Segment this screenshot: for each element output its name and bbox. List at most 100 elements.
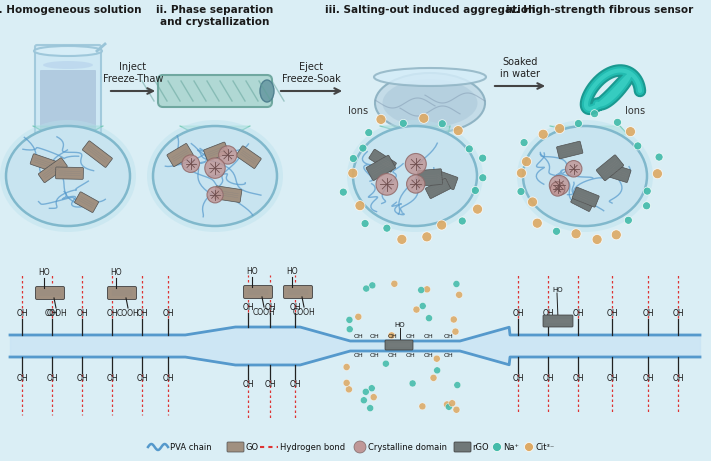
FancyBboxPatch shape xyxy=(425,178,451,199)
Ellipse shape xyxy=(34,46,102,56)
Circle shape xyxy=(453,125,463,136)
FancyBboxPatch shape xyxy=(597,155,624,181)
Text: iv. High-strength fibrous sensor: iv. High-strength fibrous sensor xyxy=(506,5,694,15)
Text: OH: OH xyxy=(137,309,148,318)
Circle shape xyxy=(520,139,528,147)
Circle shape xyxy=(343,364,350,371)
Text: OH: OH xyxy=(642,374,654,383)
FancyBboxPatch shape xyxy=(214,186,242,202)
Circle shape xyxy=(453,280,460,288)
Polygon shape xyxy=(180,126,250,135)
Text: OH: OH xyxy=(606,309,618,318)
Text: HO: HO xyxy=(552,287,563,293)
Polygon shape xyxy=(33,126,103,135)
FancyBboxPatch shape xyxy=(369,149,396,172)
FancyBboxPatch shape xyxy=(158,75,272,107)
Circle shape xyxy=(409,380,416,387)
Circle shape xyxy=(339,188,347,196)
Text: Ions: Ions xyxy=(625,106,645,116)
Circle shape xyxy=(445,403,452,410)
FancyBboxPatch shape xyxy=(38,158,68,183)
Text: HO: HO xyxy=(246,267,258,276)
Circle shape xyxy=(424,286,431,293)
Circle shape xyxy=(207,187,223,203)
Circle shape xyxy=(383,360,390,367)
Text: Soaked
in water: Soaked in water xyxy=(500,58,540,79)
Text: OH: OH xyxy=(370,334,380,339)
Text: OH: OH xyxy=(289,303,301,312)
Text: OH: OH xyxy=(264,380,276,389)
Text: OH: OH xyxy=(542,309,554,318)
FancyBboxPatch shape xyxy=(243,285,272,299)
Circle shape xyxy=(433,355,440,362)
Text: OH: OH xyxy=(572,309,584,318)
FancyBboxPatch shape xyxy=(36,286,65,300)
Circle shape xyxy=(626,127,636,136)
Circle shape xyxy=(343,379,350,386)
Text: Hydrogen bond: Hydrogen bond xyxy=(280,443,345,451)
FancyBboxPatch shape xyxy=(543,315,573,327)
Circle shape xyxy=(422,232,432,242)
Circle shape xyxy=(516,168,526,178)
Circle shape xyxy=(517,188,525,195)
FancyBboxPatch shape xyxy=(82,141,112,167)
Text: Na⁺: Na⁺ xyxy=(503,443,519,451)
Circle shape xyxy=(571,229,581,239)
Circle shape xyxy=(528,197,538,207)
Circle shape xyxy=(419,113,429,123)
FancyBboxPatch shape xyxy=(55,167,83,179)
Text: HO: HO xyxy=(287,267,298,276)
Circle shape xyxy=(450,316,457,323)
Circle shape xyxy=(346,316,353,323)
Text: OH: OH xyxy=(16,309,28,318)
Ellipse shape xyxy=(0,120,136,232)
Circle shape xyxy=(397,234,407,244)
Ellipse shape xyxy=(260,80,274,102)
Text: OH: OH xyxy=(370,353,380,358)
Text: OH: OH xyxy=(106,309,118,318)
Text: OH: OH xyxy=(512,309,524,318)
Text: OH: OH xyxy=(443,353,453,358)
Ellipse shape xyxy=(147,120,283,232)
FancyBboxPatch shape xyxy=(236,146,261,168)
Ellipse shape xyxy=(375,73,485,133)
Text: OH: OH xyxy=(106,374,118,383)
Text: OH: OH xyxy=(46,309,58,318)
Ellipse shape xyxy=(523,126,647,226)
FancyBboxPatch shape xyxy=(75,192,99,213)
Text: OH: OH xyxy=(672,374,684,383)
Circle shape xyxy=(354,441,366,453)
Text: COOH: COOH xyxy=(45,309,68,318)
Circle shape xyxy=(376,114,386,124)
Circle shape xyxy=(391,280,398,287)
Circle shape xyxy=(438,120,447,128)
Text: OH: OH xyxy=(162,374,173,383)
Circle shape xyxy=(624,216,632,225)
Circle shape xyxy=(473,204,483,214)
FancyBboxPatch shape xyxy=(40,70,96,132)
Circle shape xyxy=(355,201,365,211)
Circle shape xyxy=(388,332,395,339)
Circle shape xyxy=(349,154,358,163)
Text: GO: GO xyxy=(245,443,258,451)
Circle shape xyxy=(555,124,565,134)
FancyBboxPatch shape xyxy=(35,45,101,137)
Ellipse shape xyxy=(43,61,93,69)
Circle shape xyxy=(346,386,353,393)
FancyBboxPatch shape xyxy=(167,143,193,166)
Text: OH: OH xyxy=(242,303,254,312)
Text: OH: OH xyxy=(388,353,398,358)
FancyBboxPatch shape xyxy=(284,285,313,299)
Circle shape xyxy=(383,224,391,232)
Circle shape xyxy=(360,397,368,404)
Text: Eject
Freeze-Soak: Eject Freeze-Soak xyxy=(282,62,341,84)
Circle shape xyxy=(369,282,376,289)
Circle shape xyxy=(453,406,460,413)
Text: OH: OH xyxy=(642,309,654,318)
Circle shape xyxy=(370,394,377,401)
Circle shape xyxy=(365,129,373,136)
Circle shape xyxy=(653,169,663,179)
Circle shape xyxy=(400,119,407,127)
Text: OH: OH xyxy=(46,374,58,383)
Circle shape xyxy=(655,153,663,161)
